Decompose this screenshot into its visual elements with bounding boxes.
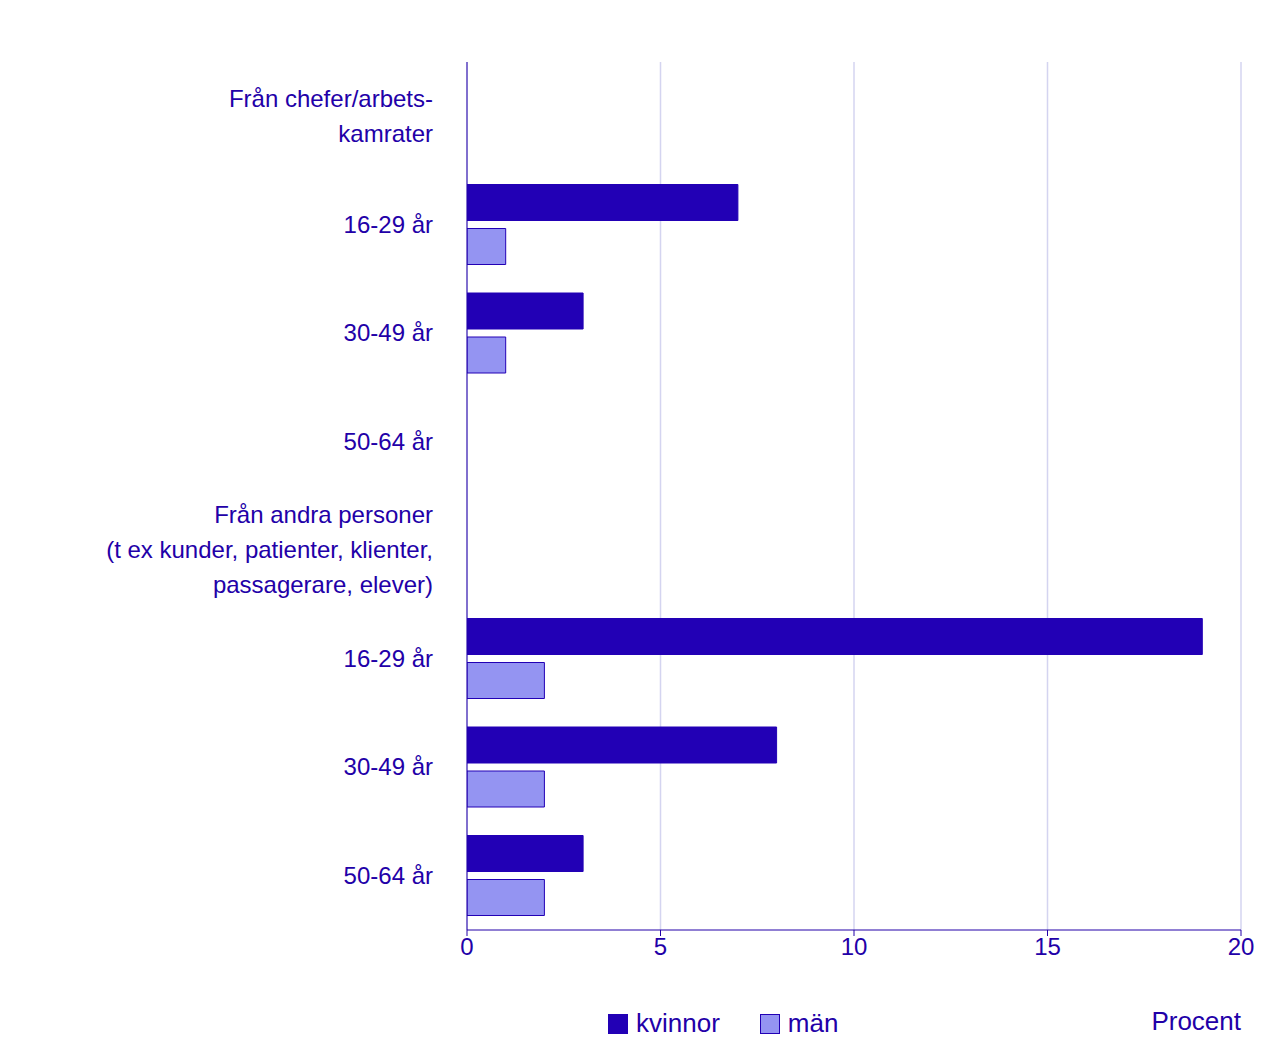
svg-text:Från andra personer(t ex kunde: Från andra personer(t ex kunder, patient…: [106, 501, 433, 598]
svg-text:50-64 år: 50-64 år: [344, 428, 433, 455]
svg-text:16-29 år: 16-29 år: [344, 211, 433, 238]
html-text:kvinnor: kvinnor: [636, 1008, 720, 1038]
html-text:män: män: [787, 1008, 839, 1038]
svg-text:30-49 år: 30-49 år: [344, 753, 433, 780]
svg-text:10: 10: [841, 933, 868, 960]
svg-text:50-64 år: 50-64 år: [344, 862, 433, 889]
svg-text:Procent: Procent: [1151, 1006, 1241, 1036]
svg-text:30-49 år: 30-49 år: [344, 319, 433, 346]
svg-text:15: 15: [1034, 933, 1061, 960]
svg-text:16-29 år: 16-29 år: [344, 645, 433, 672]
svg-text:0: 0: [460, 933, 473, 960]
svg-text:Från chefer/arbets-kamrater: Från chefer/arbets-kamrater: [229, 85, 433, 147]
svg-text:5: 5: [654, 933, 667, 960]
svg-text:20: 20: [1228, 933, 1255, 960]
